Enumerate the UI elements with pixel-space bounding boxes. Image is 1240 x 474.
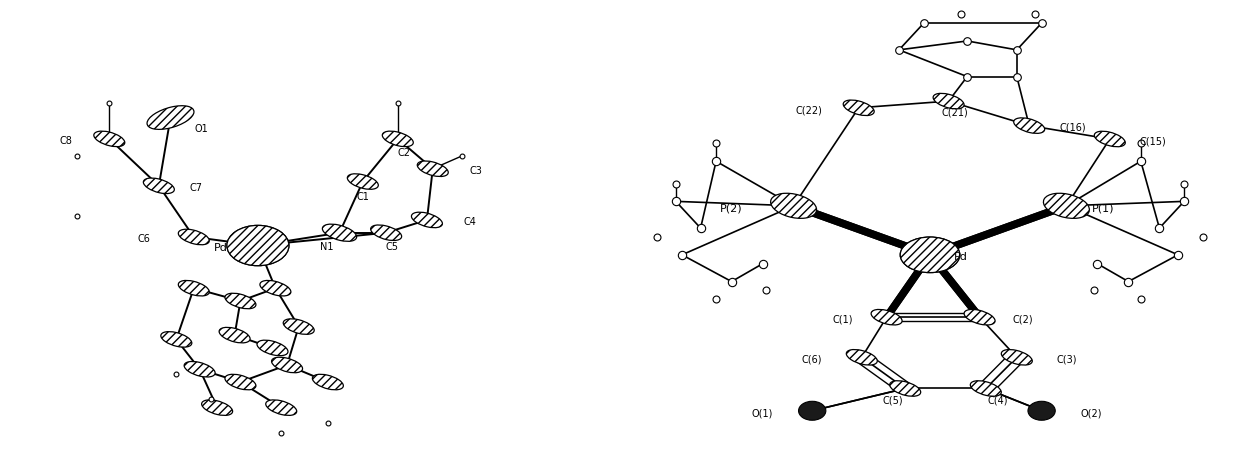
Text: O(2): O(2) xyxy=(1080,408,1102,418)
Text: C2: C2 xyxy=(398,148,410,158)
Ellipse shape xyxy=(260,281,291,296)
Text: C1: C1 xyxy=(356,191,370,202)
Text: N1: N1 xyxy=(320,242,334,252)
Text: C(6): C(6) xyxy=(802,355,822,365)
Ellipse shape xyxy=(799,401,826,420)
Ellipse shape xyxy=(900,237,960,273)
Ellipse shape xyxy=(1002,349,1032,365)
Text: O1: O1 xyxy=(195,124,208,135)
Ellipse shape xyxy=(412,212,443,228)
Text: C(22): C(22) xyxy=(796,105,822,115)
Ellipse shape xyxy=(971,381,1001,396)
Ellipse shape xyxy=(227,226,289,265)
Ellipse shape xyxy=(94,131,125,146)
Ellipse shape xyxy=(179,281,210,296)
Text: C4: C4 xyxy=(464,217,476,228)
Ellipse shape xyxy=(265,400,296,415)
Ellipse shape xyxy=(161,332,192,347)
Ellipse shape xyxy=(1043,193,1090,219)
Ellipse shape xyxy=(312,374,343,390)
Ellipse shape xyxy=(847,349,877,365)
Ellipse shape xyxy=(872,310,901,325)
Ellipse shape xyxy=(144,178,175,193)
Ellipse shape xyxy=(418,161,448,176)
Ellipse shape xyxy=(900,237,960,273)
Ellipse shape xyxy=(1095,131,1125,147)
Text: C3: C3 xyxy=(470,166,482,176)
Ellipse shape xyxy=(224,374,255,390)
Text: C8: C8 xyxy=(60,136,72,146)
Text: C7: C7 xyxy=(190,183,202,193)
Ellipse shape xyxy=(322,224,357,241)
Ellipse shape xyxy=(148,106,193,129)
Text: C(21): C(21) xyxy=(941,108,968,118)
Ellipse shape xyxy=(227,226,289,265)
Text: C(3): C(3) xyxy=(1056,355,1076,365)
Ellipse shape xyxy=(224,293,255,309)
Ellipse shape xyxy=(202,400,233,415)
Ellipse shape xyxy=(179,229,210,245)
Ellipse shape xyxy=(257,340,288,356)
Ellipse shape xyxy=(382,131,413,146)
Ellipse shape xyxy=(965,310,994,325)
Text: C6: C6 xyxy=(138,234,150,245)
Text: C(15): C(15) xyxy=(1140,137,1167,146)
Text: O(1): O(1) xyxy=(751,408,774,418)
Ellipse shape xyxy=(347,174,378,189)
Text: C(5): C(5) xyxy=(883,395,903,405)
Ellipse shape xyxy=(283,319,314,334)
Text: P(2): P(2) xyxy=(720,203,743,213)
Text: P(1): P(1) xyxy=(1092,203,1115,213)
Text: C5: C5 xyxy=(386,242,399,252)
Text: C(4): C(4) xyxy=(988,395,1008,405)
Ellipse shape xyxy=(770,193,817,219)
Ellipse shape xyxy=(934,93,963,109)
Ellipse shape xyxy=(272,357,303,373)
Ellipse shape xyxy=(843,100,874,116)
Text: C(16): C(16) xyxy=(1059,123,1086,133)
Ellipse shape xyxy=(185,362,215,377)
Ellipse shape xyxy=(1028,401,1055,420)
Text: Pd: Pd xyxy=(954,252,968,262)
Ellipse shape xyxy=(371,225,402,240)
Text: Pd: Pd xyxy=(213,243,228,253)
Ellipse shape xyxy=(1014,118,1044,133)
Text: C(2): C(2) xyxy=(1013,315,1033,325)
Ellipse shape xyxy=(890,381,920,396)
Ellipse shape xyxy=(219,328,250,343)
Text: C(1): C(1) xyxy=(833,315,853,325)
